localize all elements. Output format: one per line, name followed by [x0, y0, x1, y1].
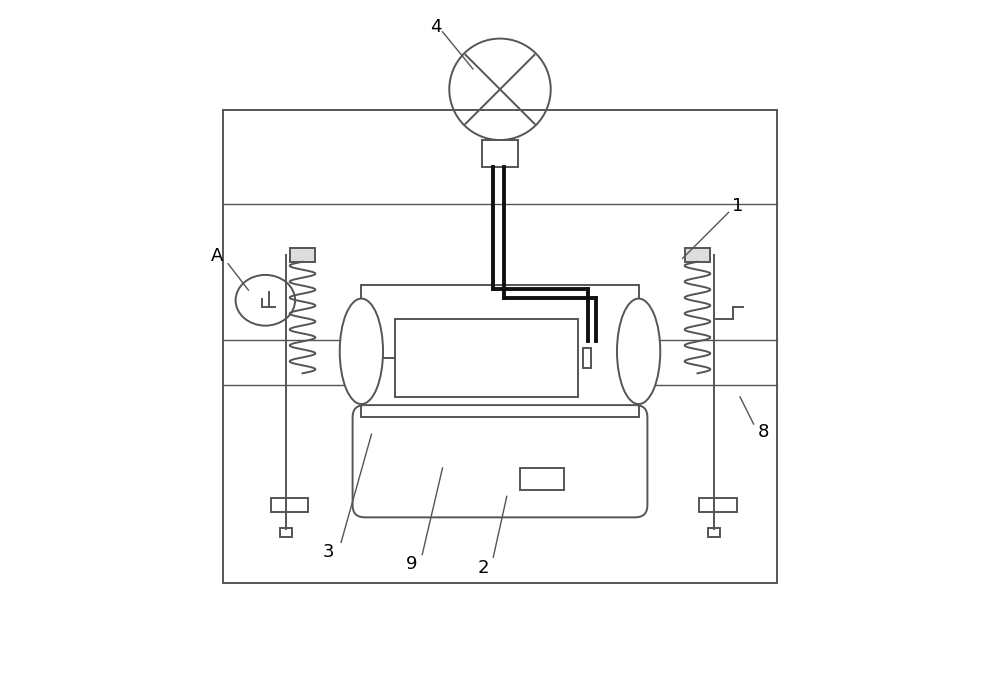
Bar [685, 249, 710, 261]
Text: 9: 9 [406, 555, 418, 573]
Text: 2: 2 [478, 559, 490, 577]
Text: 8: 8 [758, 423, 769, 441]
Bar [223, 109, 777, 583]
Bar [482, 140, 518, 167]
Bar [280, 528, 292, 537]
Text: 3: 3 [323, 543, 335, 561]
Bar [708, 528, 720, 537]
Text: A: A [211, 246, 224, 265]
Ellipse shape [340, 299, 383, 404]
Bar [271, 498, 308, 512]
Ellipse shape [617, 299, 660, 404]
Bar [583, 348, 591, 368]
Bar [361, 285, 639, 418]
Text: 1: 1 [732, 197, 743, 215]
Text: 4: 4 [430, 18, 442, 36]
Bar [395, 319, 578, 397]
Bar [290, 249, 315, 261]
Bar [699, 498, 737, 512]
Bar [520, 468, 564, 490]
